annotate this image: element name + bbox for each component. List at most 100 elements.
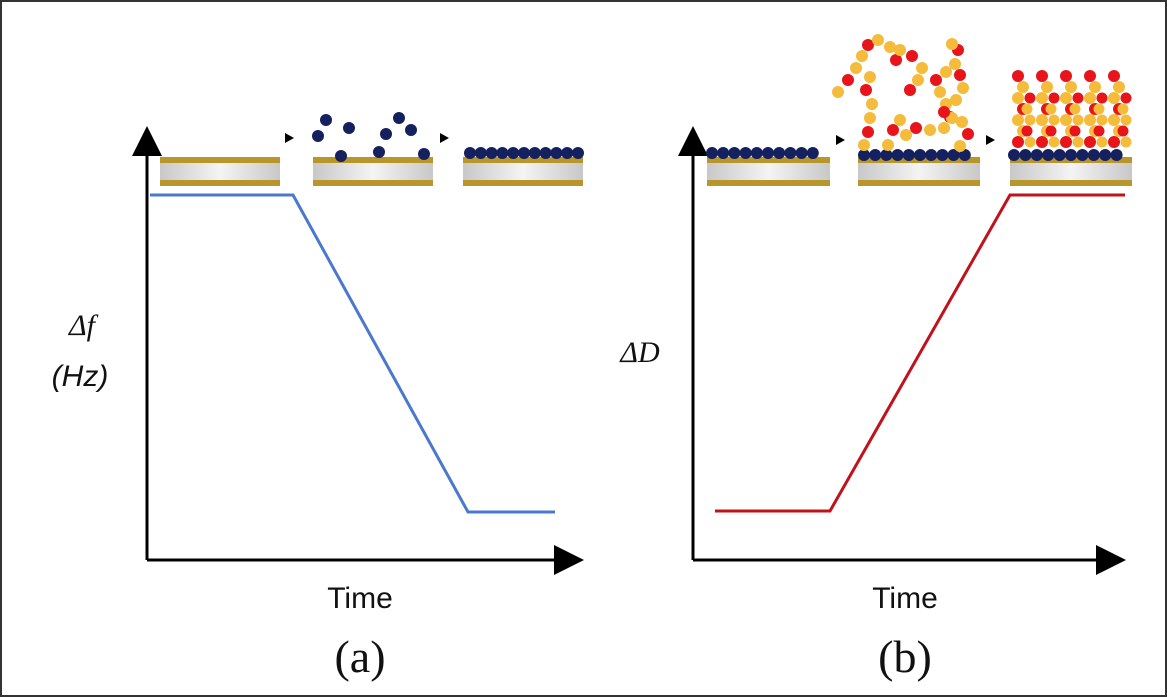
molecule — [1120, 92, 1132, 104]
molecule — [1110, 149, 1123, 161]
x-label: Time — [872, 582, 938, 615]
electrode — [858, 180, 980, 186]
dissipation-curve — [715, 193, 1125, 513]
crystal — [858, 163, 980, 180]
molecule — [832, 86, 844, 98]
molecule — [954, 69, 966, 81]
electrode — [463, 157, 583, 163]
crystal — [463, 163, 583, 180]
molecule — [1117, 103, 1129, 115]
electrode — [463, 180, 583, 186]
molecule — [728, 147, 741, 159]
molecule — [887, 124, 899, 136]
molecule — [910, 122, 922, 134]
molecule — [1012, 70, 1024, 82]
molecule — [930, 74, 942, 86]
molecule — [572, 147, 584, 159]
molecule — [1012, 114, 1024, 126]
caption: (a) — [334, 631, 385, 682]
molecule — [464, 147, 476, 159]
molecule — [850, 62, 862, 74]
molecule — [474, 147, 487, 159]
molecule — [1019, 149, 1032, 161]
molecule — [1012, 92, 1024, 104]
molecule — [950, 94, 962, 106]
molecule — [858, 149, 870, 161]
molecule — [335, 150, 347, 162]
molecule — [1093, 125, 1105, 137]
molecule — [1065, 81, 1077, 93]
molecule — [750, 147, 763, 159]
molecule — [956, 116, 968, 128]
molecule — [1024, 136, 1036, 148]
molecule — [1017, 81, 1029, 93]
molecule — [947, 149, 960, 161]
molecule — [925, 149, 938, 161]
molecule — [1096, 136, 1108, 148]
electrode — [313, 157, 433, 163]
molecule — [882, 139, 894, 151]
molecule — [1089, 81, 1101, 93]
molecule — [806, 147, 819, 159]
molecule — [393, 112, 405, 124]
molecule — [860, 84, 872, 96]
molecule — [1120, 114, 1132, 126]
molecule — [1087, 149, 1100, 161]
molecule — [938, 106, 950, 118]
molecule — [934, 86, 946, 98]
step-arrow — [285, 133, 294, 143]
molecule — [1096, 114, 1108, 126]
step-arrow — [836, 135, 845, 145]
molecule — [528, 147, 541, 159]
molecule — [1024, 114, 1036, 126]
molecule — [1099, 149, 1112, 161]
molecule — [1008, 149, 1020, 161]
molecule — [1113, 81, 1125, 93]
step-arrow — [986, 135, 995, 145]
molecule — [1045, 103, 1057, 115]
molecule — [1065, 149, 1077, 161]
molecule — [418, 148, 430, 160]
molecule — [1021, 125, 1033, 137]
molecule — [507, 147, 520, 159]
molecule — [1060, 92, 1072, 104]
molecule — [880, 149, 893, 161]
molecule — [1117, 125, 1129, 137]
frequency-curve — [150, 193, 555, 514]
molecule — [866, 98, 878, 110]
molecule — [1048, 114, 1060, 126]
molecule — [1060, 70, 1072, 82]
molecule — [900, 129, 912, 141]
molecule — [1036, 70, 1048, 82]
molecule — [924, 124, 936, 136]
molecule — [1084, 92, 1096, 104]
molecule — [1024, 92, 1036, 104]
molecule — [906, 50, 918, 62]
molecule — [864, 112, 876, 124]
molecule — [957, 82, 969, 94]
molecule — [938, 122, 950, 134]
molecule — [1060, 114, 1072, 126]
molecule — [1012, 136, 1024, 148]
molecule — [1053, 149, 1066, 161]
molecule — [936, 149, 949, 161]
electrode — [160, 180, 280, 186]
molecule — [1036, 92, 1048, 104]
molecule — [940, 66, 952, 78]
x-label: Time — [327, 582, 393, 615]
molecule — [405, 124, 417, 136]
molecule — [1069, 125, 1081, 137]
molecule — [1076, 149, 1089, 161]
crystal — [707, 163, 830, 180]
molecule — [914, 149, 926, 161]
electrode — [707, 157, 830, 163]
molecule — [496, 147, 509, 159]
molecule — [518, 147, 530, 159]
molecule — [884, 41, 896, 53]
molecule — [842, 74, 854, 86]
molecule — [904, 84, 916, 96]
molecule — [1021, 103, 1033, 115]
molecule — [784, 147, 797, 159]
molecule — [343, 122, 355, 134]
